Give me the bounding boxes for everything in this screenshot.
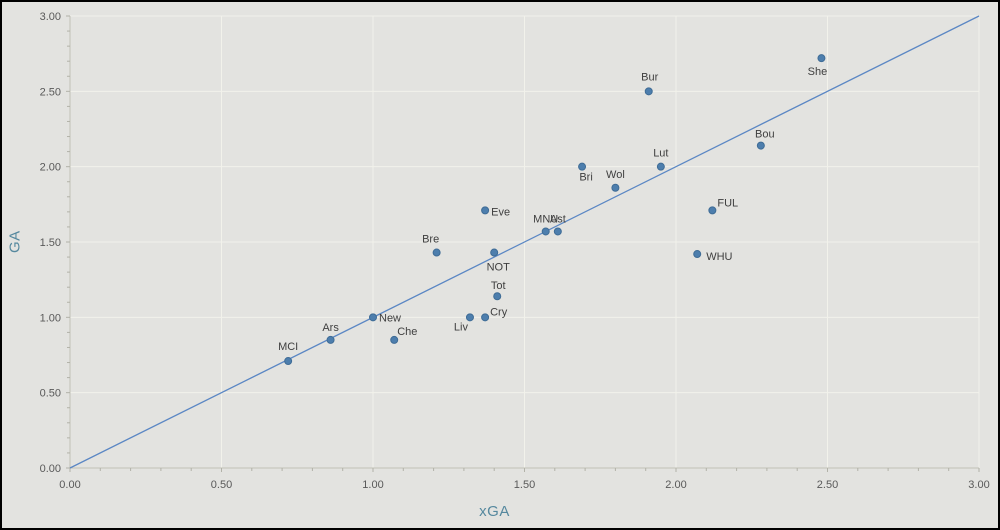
identity-line (69, 15, 980, 469)
data-point-MNU[interactable] (541, 227, 550, 236)
y-tick-label: 0.00 (40, 463, 61, 475)
x-tick-label: 1.50 (514, 479, 535, 491)
data-point-Lut[interactable] (656, 162, 665, 171)
y-tick-label: 1.50 (40, 237, 61, 249)
data-point-Ars[interactable] (326, 335, 335, 344)
data-point-Bou[interactable] (756, 141, 765, 150)
data-point-label-MCI: MCI (278, 341, 298, 353)
data-point-label-NOT: NOT (487, 262, 511, 274)
data-point-NOT[interactable] (490, 248, 499, 257)
data-point-label-Bou: Bou (755, 129, 775, 141)
data-point-label-Eve: Eve (491, 206, 510, 218)
data-point-Bre[interactable] (432, 248, 441, 257)
x-tick-label: 3.00 (968, 479, 989, 491)
data-point-Ast[interactable] (553, 227, 562, 236)
x-tick-label: 0.00 (59, 479, 80, 491)
data-point-label-Lut: Lut (653, 148, 668, 160)
data-point-She[interactable] (817, 54, 826, 63)
data-point-label-Tot: Tot (491, 280, 506, 292)
x-axis-title: xGA (479, 503, 510, 520)
y-tick-label: 0.50 (40, 388, 61, 400)
data-point-label-Bre: Bre (422, 234, 439, 246)
data-point-label-New: New (379, 312, 401, 324)
data-point-label-Liv: Liv (454, 321, 469, 333)
data-point-label-FUL: FUL (717, 197, 738, 209)
data-point-New[interactable] (369, 313, 377, 322)
y-tick-label: 2.00 (40, 162, 61, 174)
data-point-label-Ars: Ars (322, 322, 339, 334)
data-point-Eve[interactable] (481, 206, 490, 215)
data-point-label-Bur: Bur (641, 71, 658, 83)
y-tick-label: 3.00 (40, 11, 61, 23)
data-point-Cry[interactable] (481, 313, 490, 322)
data-point-label-MNU: MNU (533, 213, 558, 225)
x-tick-label: 2.50 (817, 479, 838, 491)
data-point-Liv[interactable] (465, 313, 474, 322)
x-tick-label: 0.50 (211, 479, 232, 491)
data-point-label-Cry: Cry (490, 306, 508, 318)
x-tick-label: 2.00 (665, 479, 686, 491)
data-point-MCI[interactable] (284, 357, 293, 366)
data-point-label-Che: Che (397, 326, 417, 338)
data-point-Bri[interactable] (578, 162, 587, 171)
data-point-WHU[interactable] (693, 250, 702, 259)
data-point-Wol[interactable] (611, 183, 620, 192)
x-tick-label: 1.00 (362, 479, 383, 491)
y-tick-label: 1.00 (40, 312, 61, 324)
y-axis-title: GA (6, 230, 24, 254)
data-point-Bur[interactable] (644, 87, 653, 96)
data-point-label-Ast: Ast (550, 213, 566, 225)
data-point-Che[interactable] (390, 335, 399, 344)
data-point-label-WHU: WHU (706, 251, 732, 263)
data-point-label-Bri: Bri (579, 172, 592, 184)
data-point-Tot[interactable] (493, 292, 502, 301)
y-tick-label: 2.50 (40, 86, 61, 98)
data-point-FUL[interactable] (708, 206, 717, 215)
data-point-label-Wol: Wol (606, 169, 625, 181)
data-point-label-She: She (808, 66, 828, 78)
